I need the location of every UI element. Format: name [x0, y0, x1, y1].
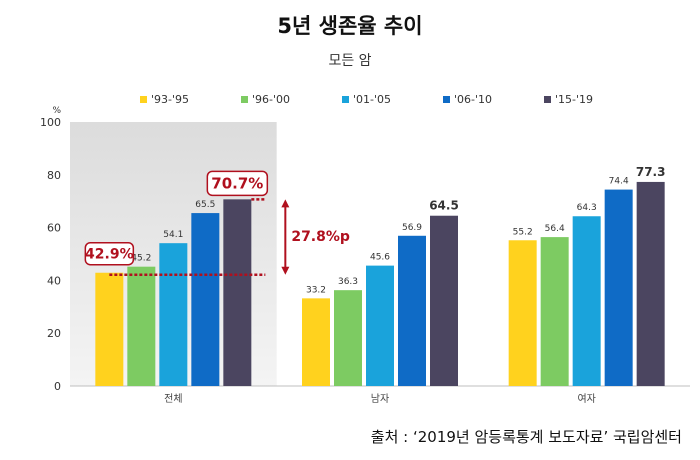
legend-item: '96-'00	[241, 93, 342, 106]
callout-label-low: 42.9%	[85, 247, 134, 263]
data-label: 33.2	[306, 285, 326, 295]
bar	[398, 235, 426, 386]
x-tick-label: 전체	[164, 393, 182, 405]
data-label: 54.1	[163, 230, 183, 240]
legend-label: '06-'10	[454, 93, 493, 106]
bar	[430, 215, 458, 386]
data-label: 65.5	[195, 200, 215, 210]
bar	[572, 216, 601, 386]
legend-item: '06-'10	[443, 93, 544, 106]
data-label: 55.2	[513, 227, 533, 237]
legend-swatch	[342, 96, 349, 103]
chart-subtitle: 모든 암	[328, 53, 372, 69]
x-tick-label: 여자	[577, 393, 595, 405]
data-label: 36.3	[338, 277, 358, 287]
bar	[223, 199, 252, 386]
bar	[302, 298, 330, 386]
bar	[334, 290, 362, 386]
callout-label-high: 70.7%	[211, 174, 263, 192]
legend-label: '01-'05	[353, 93, 392, 106]
x-tick-label: 남자	[371, 393, 389, 405]
source-note: 출처 : ‘2019년 암등록통계 보도자료’ 국립암센터	[370, 428, 682, 446]
legend-item: '93-'95	[140, 93, 241, 106]
data-label: 45.6	[370, 253, 390, 263]
y-tick-label: 40	[47, 274, 61, 287]
bar	[191, 213, 220, 386]
y-tick-label: 100	[40, 116, 61, 129]
data-label: 56.9	[402, 223, 422, 233]
arrow-head-down	[281, 266, 290, 275]
legend-label: '15-'19	[555, 93, 594, 106]
legend-swatch	[443, 96, 450, 103]
bar	[95, 272, 124, 386]
bar	[508, 240, 537, 386]
legend-label: '93-'95	[151, 93, 190, 106]
y-tick-label: 0	[54, 380, 61, 393]
bar	[127, 266, 156, 386]
chart-title: 5년 생존율 추이	[277, 14, 423, 38]
legend-swatch	[140, 96, 147, 103]
data-label: 56.4	[545, 224, 565, 234]
legend-item: '01-'05	[342, 93, 443, 106]
bar	[159, 243, 188, 386]
y-tick-label: 20	[47, 327, 61, 340]
callout-box-low	[84, 241, 135, 266]
data-label: 45.2	[131, 254, 151, 264]
data-label: 64.3	[577, 203, 597, 213]
y-tick-label: 60	[47, 222, 61, 235]
y-tick-label: 80	[47, 169, 61, 182]
chart-legend: '93-'95 '96-'00 '01-'05 '06-'10 '15-'19	[140, 93, 645, 106]
data-label: 74.4	[609, 177, 629, 187]
data-label: 77.3	[636, 165, 666, 179]
legend-swatch	[544, 96, 551, 103]
data-label: 64.5	[429, 199, 459, 213]
difference-annotation: 27.8%p	[291, 229, 350, 245]
bar	[604, 189, 633, 386]
bar	[636, 181, 665, 386]
bar	[540, 237, 569, 386]
legend-item: '15-'19	[544, 93, 645, 106]
legend-swatch	[241, 96, 248, 103]
bar	[366, 265, 394, 386]
arrow-head-up	[281, 199, 290, 208]
y-axis-label: %	[52, 106, 61, 116]
callout-box-high	[206, 170, 269, 197]
legend-label: '96-'00	[252, 93, 291, 106]
